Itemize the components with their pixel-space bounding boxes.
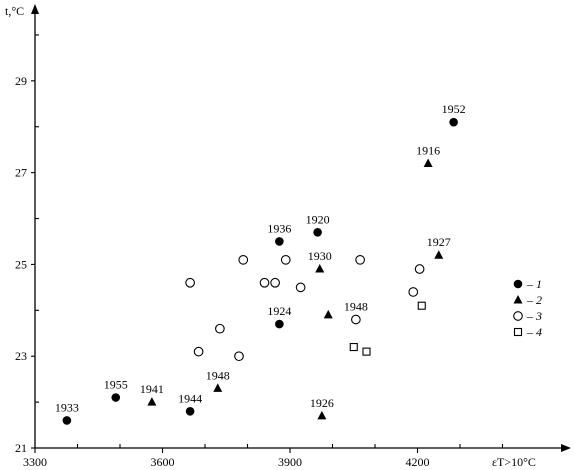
point-label: 1924 (267, 304, 291, 318)
y-axis-label: t,°C (5, 4, 24, 18)
data-point-series-4 (417, 301, 426, 310)
data-point-series-3 (270, 277, 280, 288)
legend-marker (513, 327, 523, 337)
data-point-series-3 (185, 277, 195, 288)
legend-label: – 2 (526, 293, 542, 307)
axis-ticks: 3300 3600 3900 4200 21 23 25 27 29 (15, 34, 504, 469)
legend-marker (513, 311, 523, 321)
legend-label: – 3 (526, 309, 542, 323)
point-label: 1944 (178, 391, 202, 405)
point-label: 1927 (427, 235, 451, 249)
data-point-series-3 (414, 264, 425, 274)
data-point-series-1 (275, 237, 284, 246)
point-label: 1933 (55, 400, 79, 414)
data-point-series-2 (434, 250, 444, 259)
legend-label: – 1 (526, 277, 542, 291)
data-point-series-1 (275, 319, 284, 329)
data-point-series-3 (408, 287, 419, 297)
legend-marker (513, 295, 523, 304)
data-point-series-4 (362, 347, 371, 356)
point-label: 1926 (310, 396, 334, 410)
data-point-series-2 (423, 158, 433, 167)
legend-marker (513, 279, 523, 289)
data-point-series-3 (238, 254, 249, 265)
point-label: 1941 (140, 382, 164, 396)
legend-label: – 4 (526, 325, 542, 339)
point-label: 1930 (308, 249, 332, 263)
point-label: 1920 (306, 212, 330, 226)
y-tick-label: 25 (15, 257, 27, 271)
data-point-series-2 (315, 264, 325, 273)
point-label: 1936 (267, 221, 291, 235)
data-point-series-3 (259, 277, 270, 288)
point-label: 1916 (416, 143, 440, 157)
y-axis-arrow (31, 4, 39, 14)
y-tick-label: 27 (15, 166, 27, 180)
y-tick-label: 29 (15, 74, 27, 88)
data-point-series-1 (449, 117, 458, 127)
point-label: 1955 (104, 378, 128, 392)
x-tick-label: 4200 (406, 455, 430, 469)
point-annotations: 1933 1955 1944 1924 1936 1920 1952 1941 1948 1926… (55, 102, 466, 414)
point-label: 1952 (442, 102, 466, 116)
legend: – 1 – 2 – 3 – 4 (513, 277, 542, 339)
x-axis-label: εT>10°C (492, 455, 536, 469)
data-point-series-2 (317, 410, 327, 420)
data-point-series-3 (280, 254, 291, 265)
data-point-series-1 (185, 406, 195, 416)
data-point-series-3 (355, 254, 365, 265)
y-tick-label: 21 (15, 441, 27, 455)
point-label: 1948 (206, 368, 230, 382)
x-axis-arrow (561, 444, 571, 452)
data-point-series-4 (349, 342, 358, 352)
data-point-series-2 (323, 309, 333, 319)
data-marks (62, 117, 458, 425)
data-point-series-1 (111, 393, 121, 402)
data-point-series-1 (62, 416, 72, 425)
data-point-series-2 (147, 397, 157, 406)
data-point-series-3 (295, 282, 306, 293)
data-point-series-3 (234, 351, 244, 362)
data-point-series-2 (213, 383, 223, 392)
x-tick-label: 3300 (23, 455, 47, 469)
x-tick-label: 3900 (278, 455, 302, 469)
y-tick-label: 23 (15, 349, 27, 363)
data-point-series-3 (215, 323, 225, 334)
data-point-series-3 (193, 346, 204, 357)
data-point-series-3 (351, 314, 361, 325)
data-point-series-1 (313, 227, 322, 237)
point-label: 1948 (344, 299, 368, 313)
x-tick-label: 3600 (151, 455, 175, 469)
